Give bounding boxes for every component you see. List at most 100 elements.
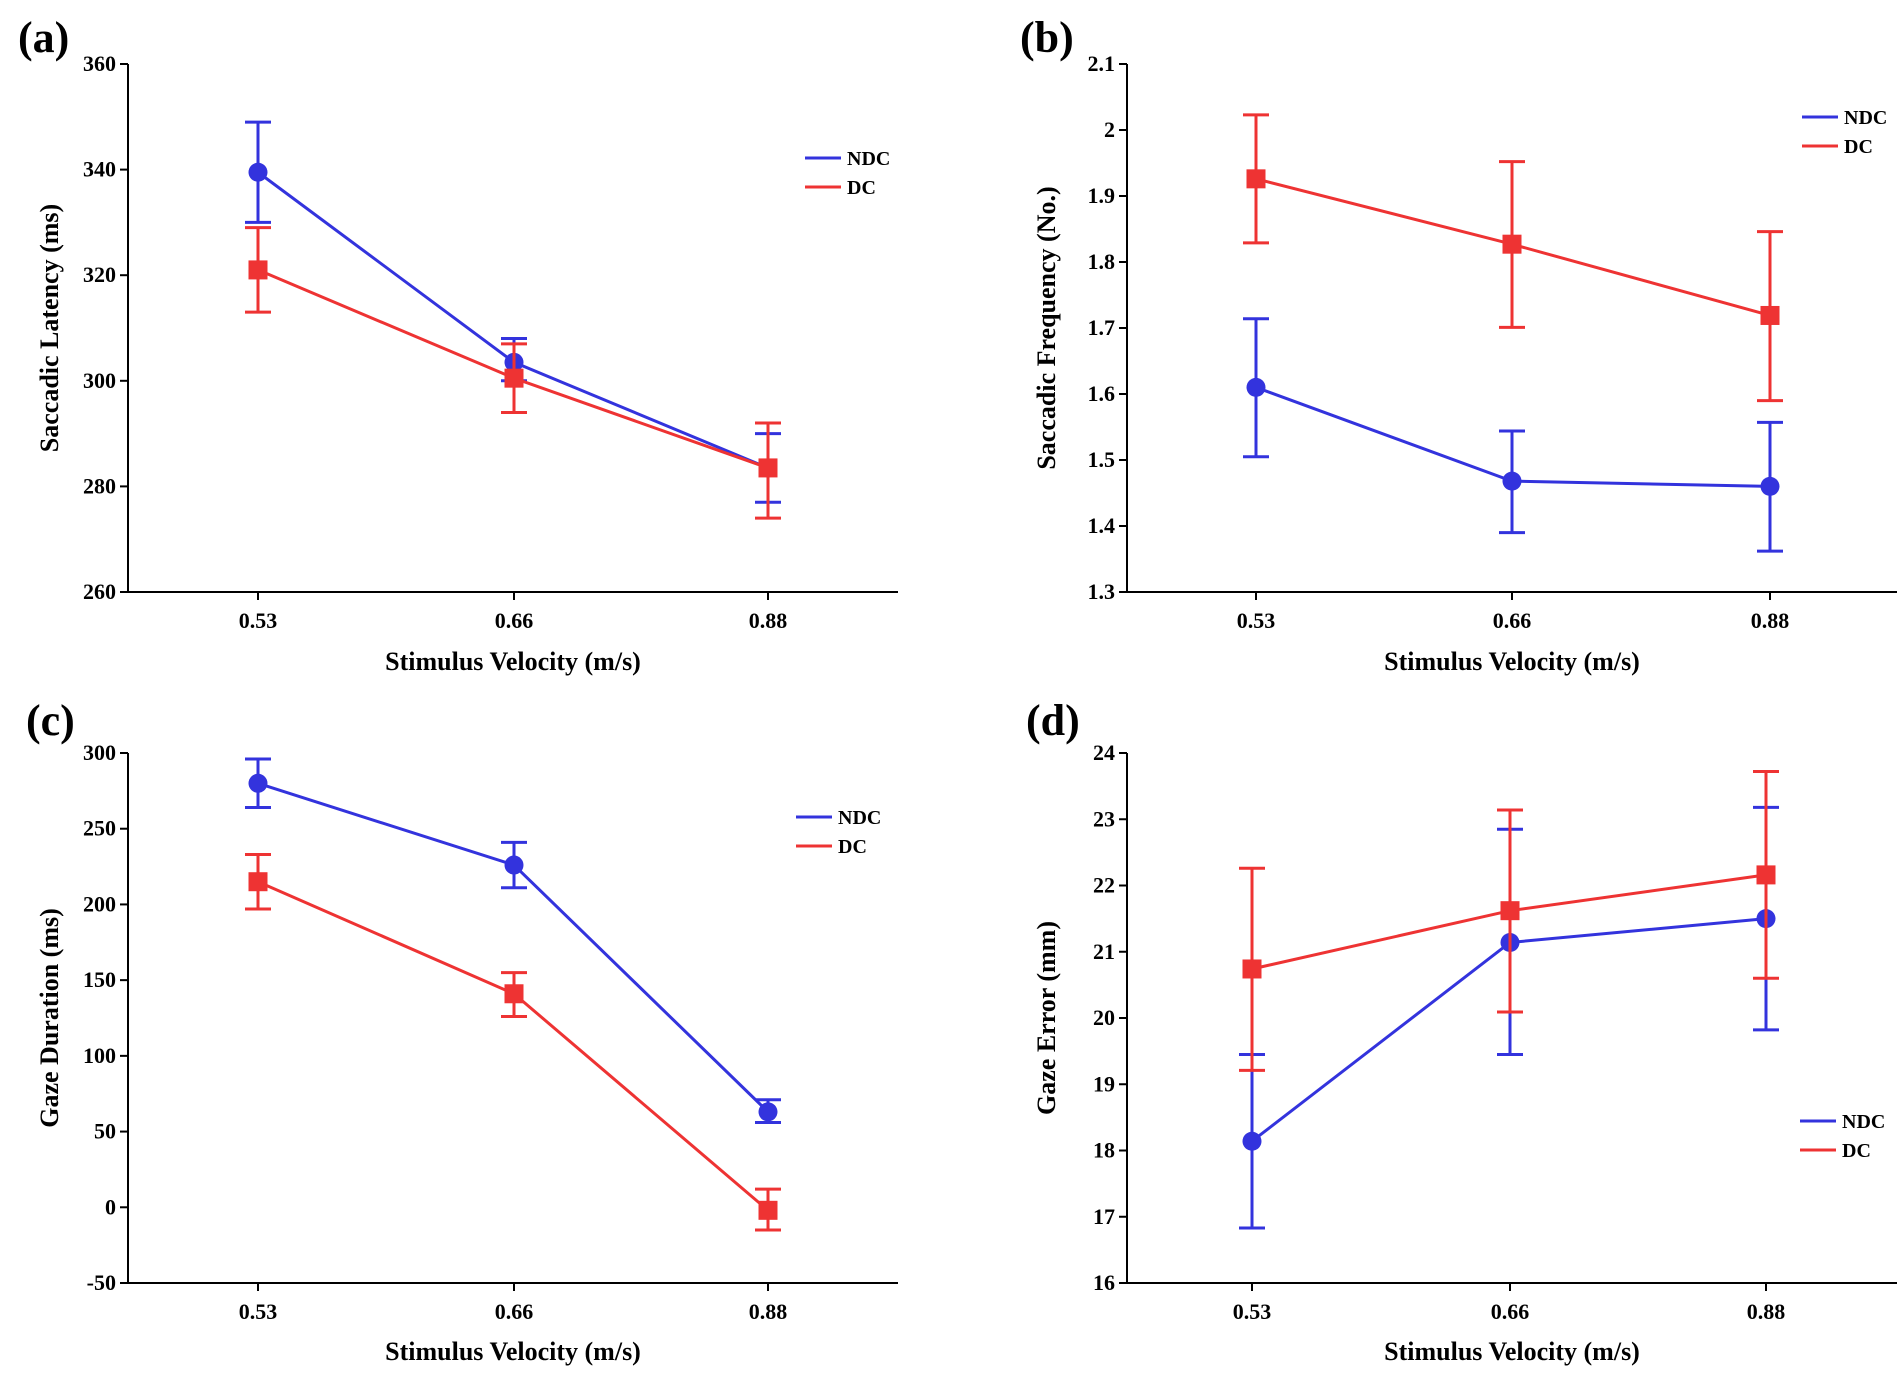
legend-label-dc-c: DC xyxy=(838,836,867,858)
y-tick-label-c-4: 150 xyxy=(83,967,116,992)
y-tick-label-a-5: 360 xyxy=(83,51,116,76)
y-tick-label-d-0: 16 xyxy=(1093,1270,1115,1295)
point-ndc-c-1 xyxy=(504,855,524,875)
series-dc-a xyxy=(245,226,781,520)
series-dc-c xyxy=(245,852,781,1232)
x-axis-title-d: Stimulus Velocity (m/s) xyxy=(1384,1337,1640,1366)
panel-label-c: (c) xyxy=(26,696,75,745)
y-tick-label-b-7: 2 xyxy=(1104,117,1115,142)
point-dc-c-0 xyxy=(248,872,268,892)
legend-label-ndc-a: NDC xyxy=(847,148,890,170)
x-tick-label-c-2: 0.88 xyxy=(749,1299,788,1324)
panel-d: (d) 16 17 18 19 20 21 22 23 24 0.53 0.66 0.88 Stimulu… xyxy=(1026,696,1897,1366)
legend-label-dc-d: DC xyxy=(1842,1140,1871,1162)
y-tick-label-b-1: 1.4 xyxy=(1088,513,1116,538)
series-dc-d xyxy=(1239,770,1779,1072)
point-ndc-b-0 xyxy=(1246,377,1266,397)
series-line-dc-c xyxy=(257,880,769,1212)
legend-label-dc-b: DC xyxy=(1844,136,1873,158)
point-dc-c-2 xyxy=(758,1200,778,1220)
point-ndc-a-0 xyxy=(248,162,268,182)
point-dc-b-1 xyxy=(1502,234,1522,254)
series-dc-b xyxy=(1243,113,1783,403)
y-tick-label-d-4: 20 xyxy=(1093,1005,1115,1030)
x-axis-title-b: Stimulus Velocity (m/s) xyxy=(1384,647,1640,676)
panel-label-d: (d) xyxy=(1026,696,1080,745)
point-dc-b-0 xyxy=(1246,169,1266,189)
y-tick-label-b-3: 1.6 xyxy=(1088,381,1116,406)
y-tick-label-a-1: 280 xyxy=(83,473,116,498)
point-ndc-c-0 xyxy=(248,773,268,793)
legend-a: NDC DC xyxy=(805,148,890,199)
y-tick-label-c-6: 250 xyxy=(83,816,116,841)
y-tick-label-a-3: 320 xyxy=(83,262,116,287)
y-tick-label-d-7: 23 xyxy=(1093,806,1115,831)
y-tick-label-a-4: 340 xyxy=(83,157,116,182)
y-tick-label-c-1: 0 xyxy=(105,1194,116,1219)
legend-d: NDC DC xyxy=(1800,1111,1885,1162)
x-tick-label-b-0: 0.53 xyxy=(1237,608,1276,633)
y-tick-label-b-2: 1.5 xyxy=(1088,447,1116,472)
series-ndc-c xyxy=(245,757,781,1124)
x-tick-label-d-0: 0.53 xyxy=(1233,1299,1272,1324)
panel-label-b: (b) xyxy=(1020,13,1074,62)
x-tick-label-a-2: 0.88 xyxy=(749,608,788,633)
y-tick-label-d-3: 19 xyxy=(1093,1071,1115,1096)
y-tick-label-b-8: 2.1 xyxy=(1088,51,1116,76)
point-ndc-d-0 xyxy=(1242,1131,1262,1151)
y-axis-title-c: Gaze Duration (ms) xyxy=(35,908,64,1128)
x-tick-label-c-0: 0.53 xyxy=(239,1299,278,1324)
point-ndc-c-2 xyxy=(758,1102,778,1122)
y-tick-label-b-6: 1.9 xyxy=(1088,183,1116,208)
point-dc-d-0 xyxy=(1242,959,1262,979)
y-tick-label-d-5: 21 xyxy=(1093,939,1115,964)
panel-c: (c) -50 0 50 100 150 200 250 300 0.53 0.66 0.88 Stim… xyxy=(26,696,898,1366)
y-tick-label-a-0: 260 xyxy=(83,579,116,604)
point-dc-d-1 xyxy=(1500,901,1520,921)
legend-c: NDC DC xyxy=(796,807,881,858)
point-dc-c-1 xyxy=(504,984,524,1004)
legend-label-ndc-c: NDC xyxy=(838,807,881,829)
panel-a: (a) 260 280 300 320 340 360 0.53 0.66 0.88 Stimulu… xyxy=(18,13,898,676)
y-tick-label-d-1: 17 xyxy=(1093,1204,1115,1229)
x-tick-label-a-0: 0.53 xyxy=(239,608,278,633)
legend-label-ndc-b: NDC xyxy=(1844,107,1887,129)
point-dc-d-2 xyxy=(1756,865,1776,885)
series-line-ndc-c xyxy=(257,781,770,1113)
y-tick-label-b-5: 1.8 xyxy=(1088,249,1116,274)
point-ndc-b-1 xyxy=(1502,471,1522,491)
y-tick-label-b-0: 1.3 xyxy=(1088,579,1116,604)
x-tick-label-a-1: 0.66 xyxy=(495,608,534,633)
y-tick-label-c-0: -50 xyxy=(87,1270,116,1295)
y-tick-label-d-6: 22 xyxy=(1093,873,1115,898)
x-tick-label-d-2: 0.88 xyxy=(1747,1299,1786,1324)
legend-label-dc-a: DC xyxy=(847,177,876,199)
y-axis-title-a: Saccadic Latency (ms) xyxy=(35,204,64,452)
y-tick-label-a-2: 300 xyxy=(83,368,116,393)
y-tick-label-c-3: 100 xyxy=(83,1043,116,1068)
series-line-ndc-a xyxy=(257,171,769,470)
point-dc-a-0 xyxy=(248,260,268,280)
y-tick-label-d-2: 18 xyxy=(1093,1138,1115,1163)
x-tick-label-c-1: 0.66 xyxy=(495,1299,534,1324)
panel-label-a: (a) xyxy=(18,13,69,62)
point-dc-a-1 xyxy=(504,368,524,388)
y-tick-label-c-7: 300 xyxy=(83,740,116,765)
y-tick-label-b-4: 1.7 xyxy=(1088,315,1116,340)
y-axis-title-d: Gaze Error (mm) xyxy=(1032,921,1061,1115)
legend-label-ndc-d: NDC xyxy=(1842,1111,1885,1133)
y-tick-label-c-5: 200 xyxy=(83,891,116,916)
point-dc-b-2 xyxy=(1760,305,1780,325)
series-ndc-b xyxy=(1243,317,1783,553)
x-tick-label-b-1: 0.66 xyxy=(1493,608,1532,633)
y-axis-title-b: Saccadic Frequency (No.) xyxy=(1032,186,1061,469)
x-tick-label-d-1: 0.66 xyxy=(1491,1299,1530,1324)
point-dc-a-2 xyxy=(758,458,778,478)
y-tick-label-d-8: 24 xyxy=(1093,740,1115,765)
x-axis-title-a: Stimulus Velocity (m/s) xyxy=(385,647,641,676)
x-tick-label-b-2: 0.88 xyxy=(1751,608,1790,633)
y-tick-label-c-2: 50 xyxy=(94,1119,116,1144)
legend-b: NDC DC xyxy=(1802,107,1887,158)
